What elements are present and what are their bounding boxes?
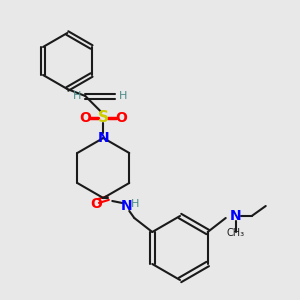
Text: N: N — [121, 199, 132, 213]
Text: CH₃: CH₃ — [227, 228, 245, 238]
Text: H: H — [73, 91, 82, 101]
Text: O: O — [115, 111, 127, 125]
Text: S: S — [98, 110, 109, 125]
Text: H: H — [119, 91, 128, 101]
Text: O: O — [79, 111, 91, 125]
Text: H: H — [131, 199, 140, 209]
Text: N: N — [98, 131, 109, 145]
Text: O: O — [90, 197, 102, 211]
Text: N: N — [230, 209, 242, 223]
